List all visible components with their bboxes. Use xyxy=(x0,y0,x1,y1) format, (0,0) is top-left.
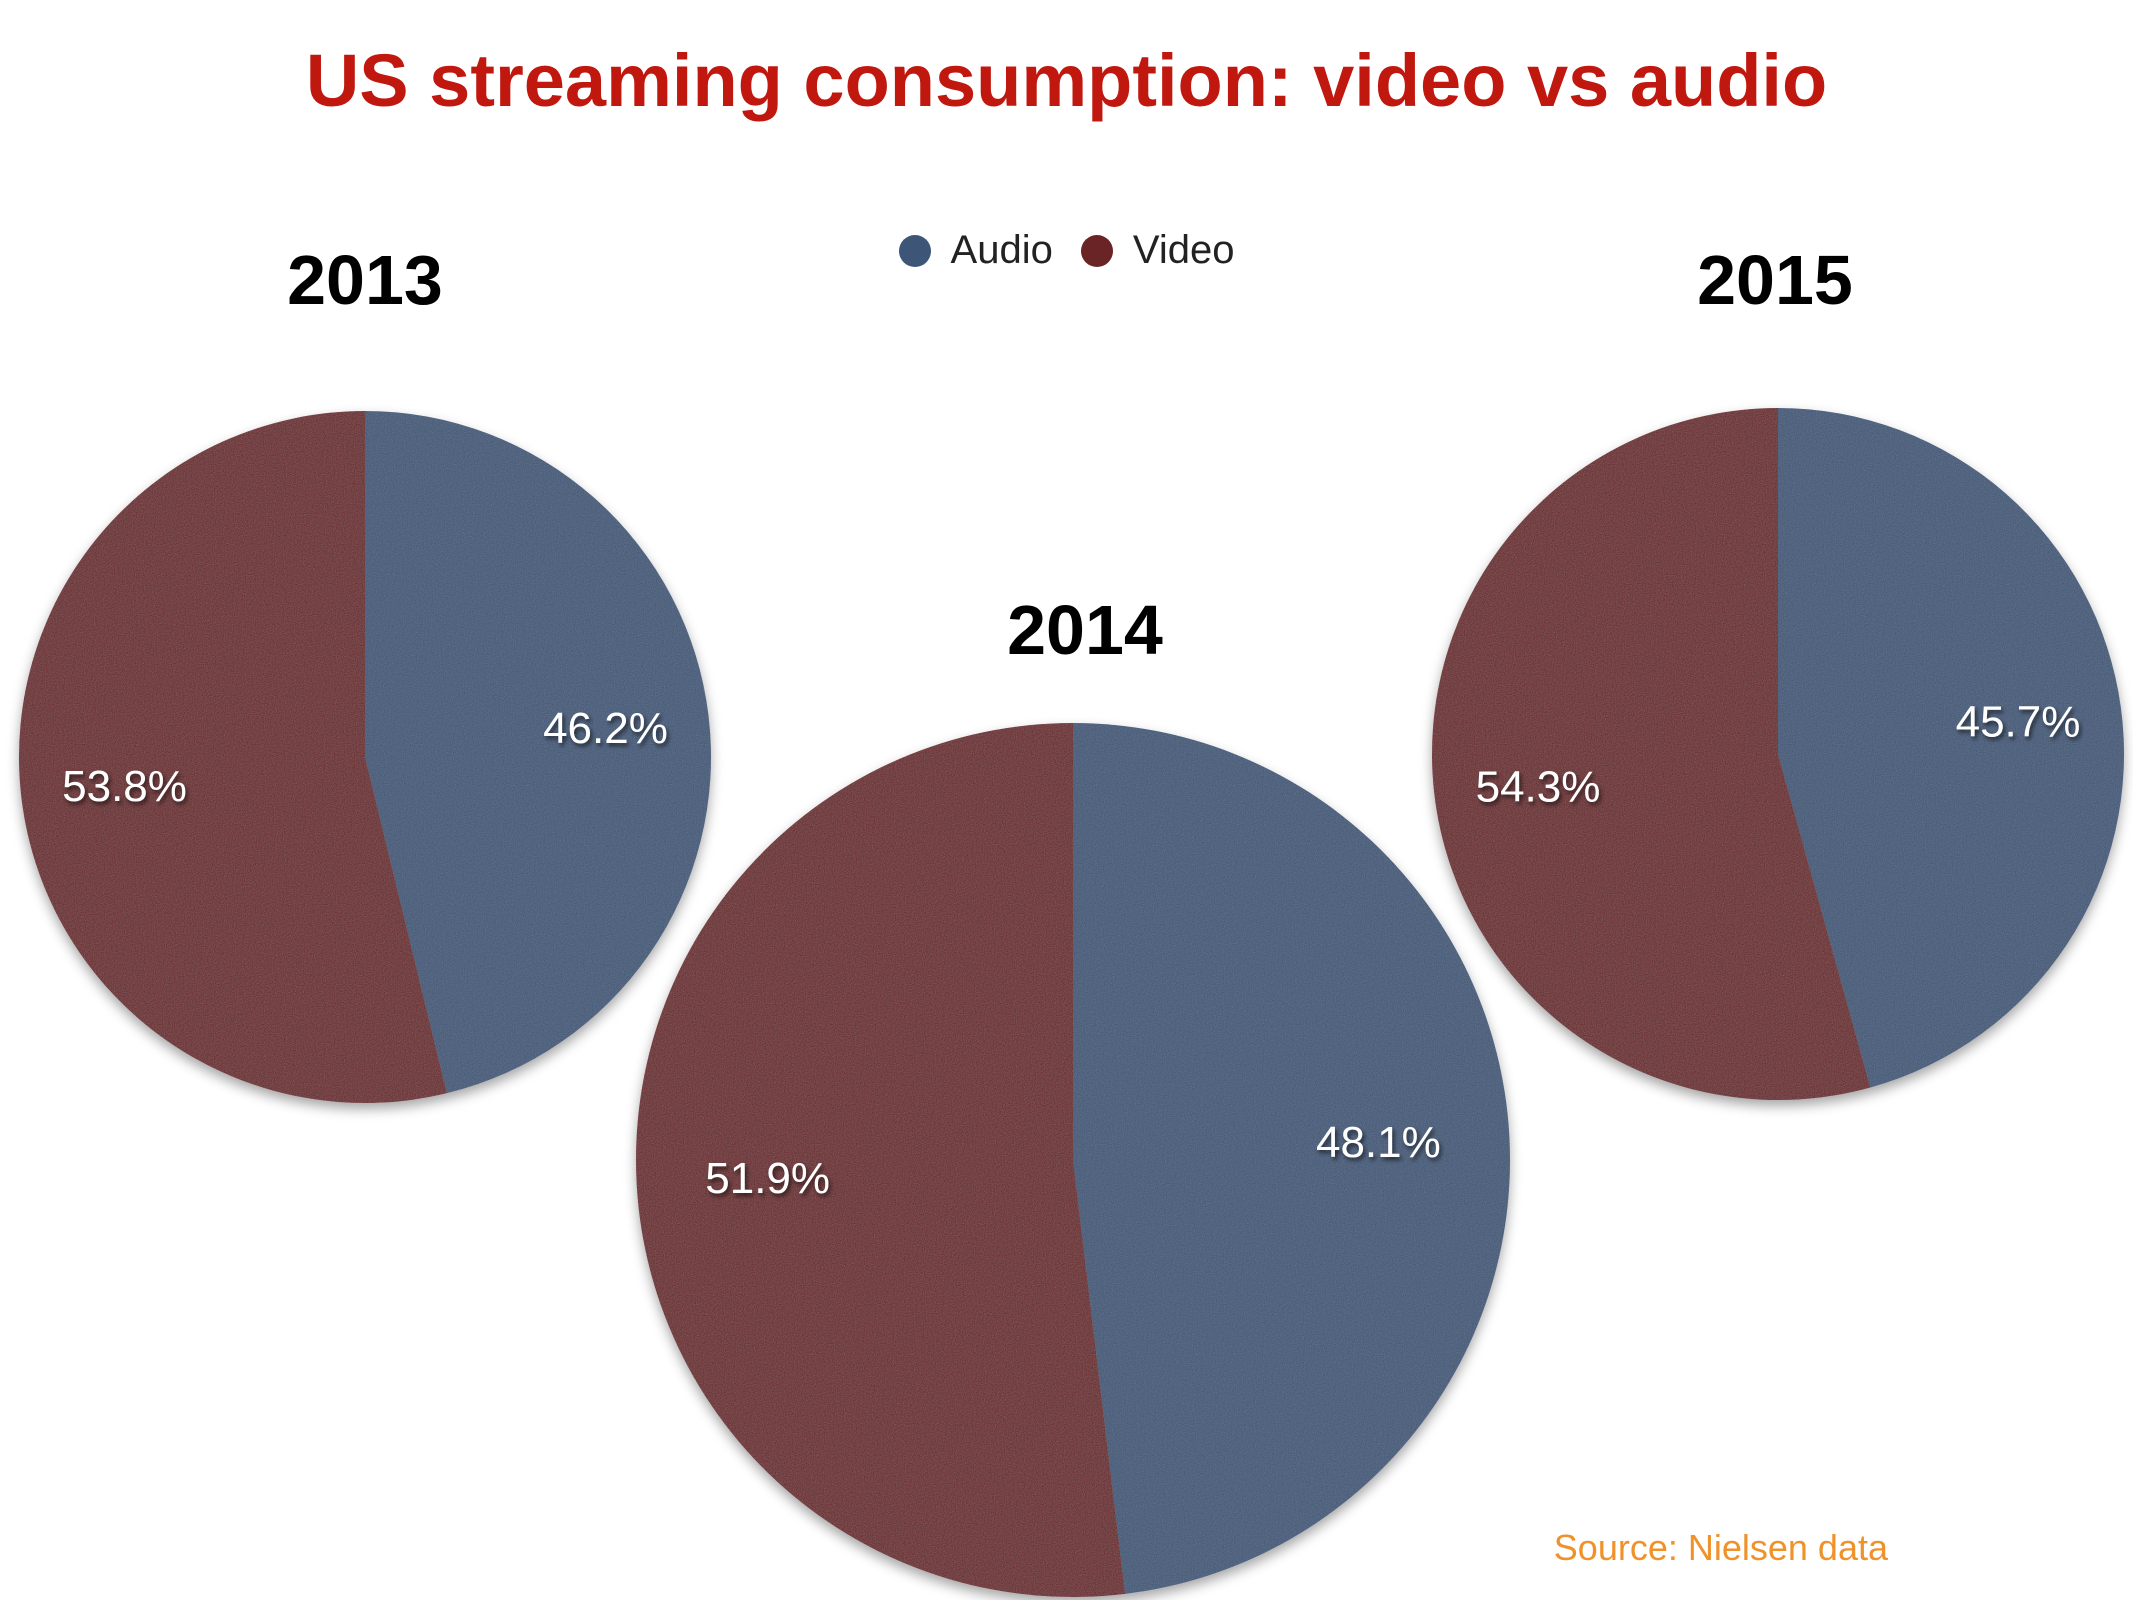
pie-label-2015-audio: 45.7% xyxy=(1956,697,2081,746)
source-note: Source: Nielsen data xyxy=(1553,1527,1888,1568)
legend-item-video: Video xyxy=(1080,228,1235,273)
pie-label-2013-audio: 46.2% xyxy=(543,704,668,753)
legend-swatch-video xyxy=(1080,234,1113,267)
pie-slice-2015-video xyxy=(1432,408,1871,1100)
pie-title-2013: 2013 xyxy=(287,241,443,319)
pie-label-2013-video: 53.8% xyxy=(62,762,187,811)
legend-label-video: Video xyxy=(1132,228,1235,272)
pie-slice-2014-audio xyxy=(1073,723,1510,1594)
legend-item-audio: Audio xyxy=(898,228,1053,273)
pie-title-2015: 2015 xyxy=(1697,241,1853,319)
pie-2014 xyxy=(635,723,1510,1598)
legend-swatch-audio xyxy=(898,234,931,267)
legend-label-audio: Audio xyxy=(950,228,1053,272)
pie-title-2014: 2014 xyxy=(1007,591,1163,669)
pie-2015 xyxy=(1432,408,2125,1100)
pie-slice-2013-video xyxy=(18,411,447,1103)
pie-label-2015-video: 54.3% xyxy=(1476,763,1601,812)
page-title: US streaming consumption: video vs audio xyxy=(305,39,1828,122)
pie-2013 xyxy=(18,411,711,1103)
pie-slice-2014-video xyxy=(635,723,1126,1598)
legend: Audio Video xyxy=(0,228,2133,273)
pie-label-2014-video: 51.9% xyxy=(705,1154,830,1203)
pie-slice-2013-audio xyxy=(365,411,711,1094)
pie-label-2014-audio: 48.1% xyxy=(1316,1118,1441,1167)
pie-slice-2015-audio xyxy=(1778,408,2125,1088)
